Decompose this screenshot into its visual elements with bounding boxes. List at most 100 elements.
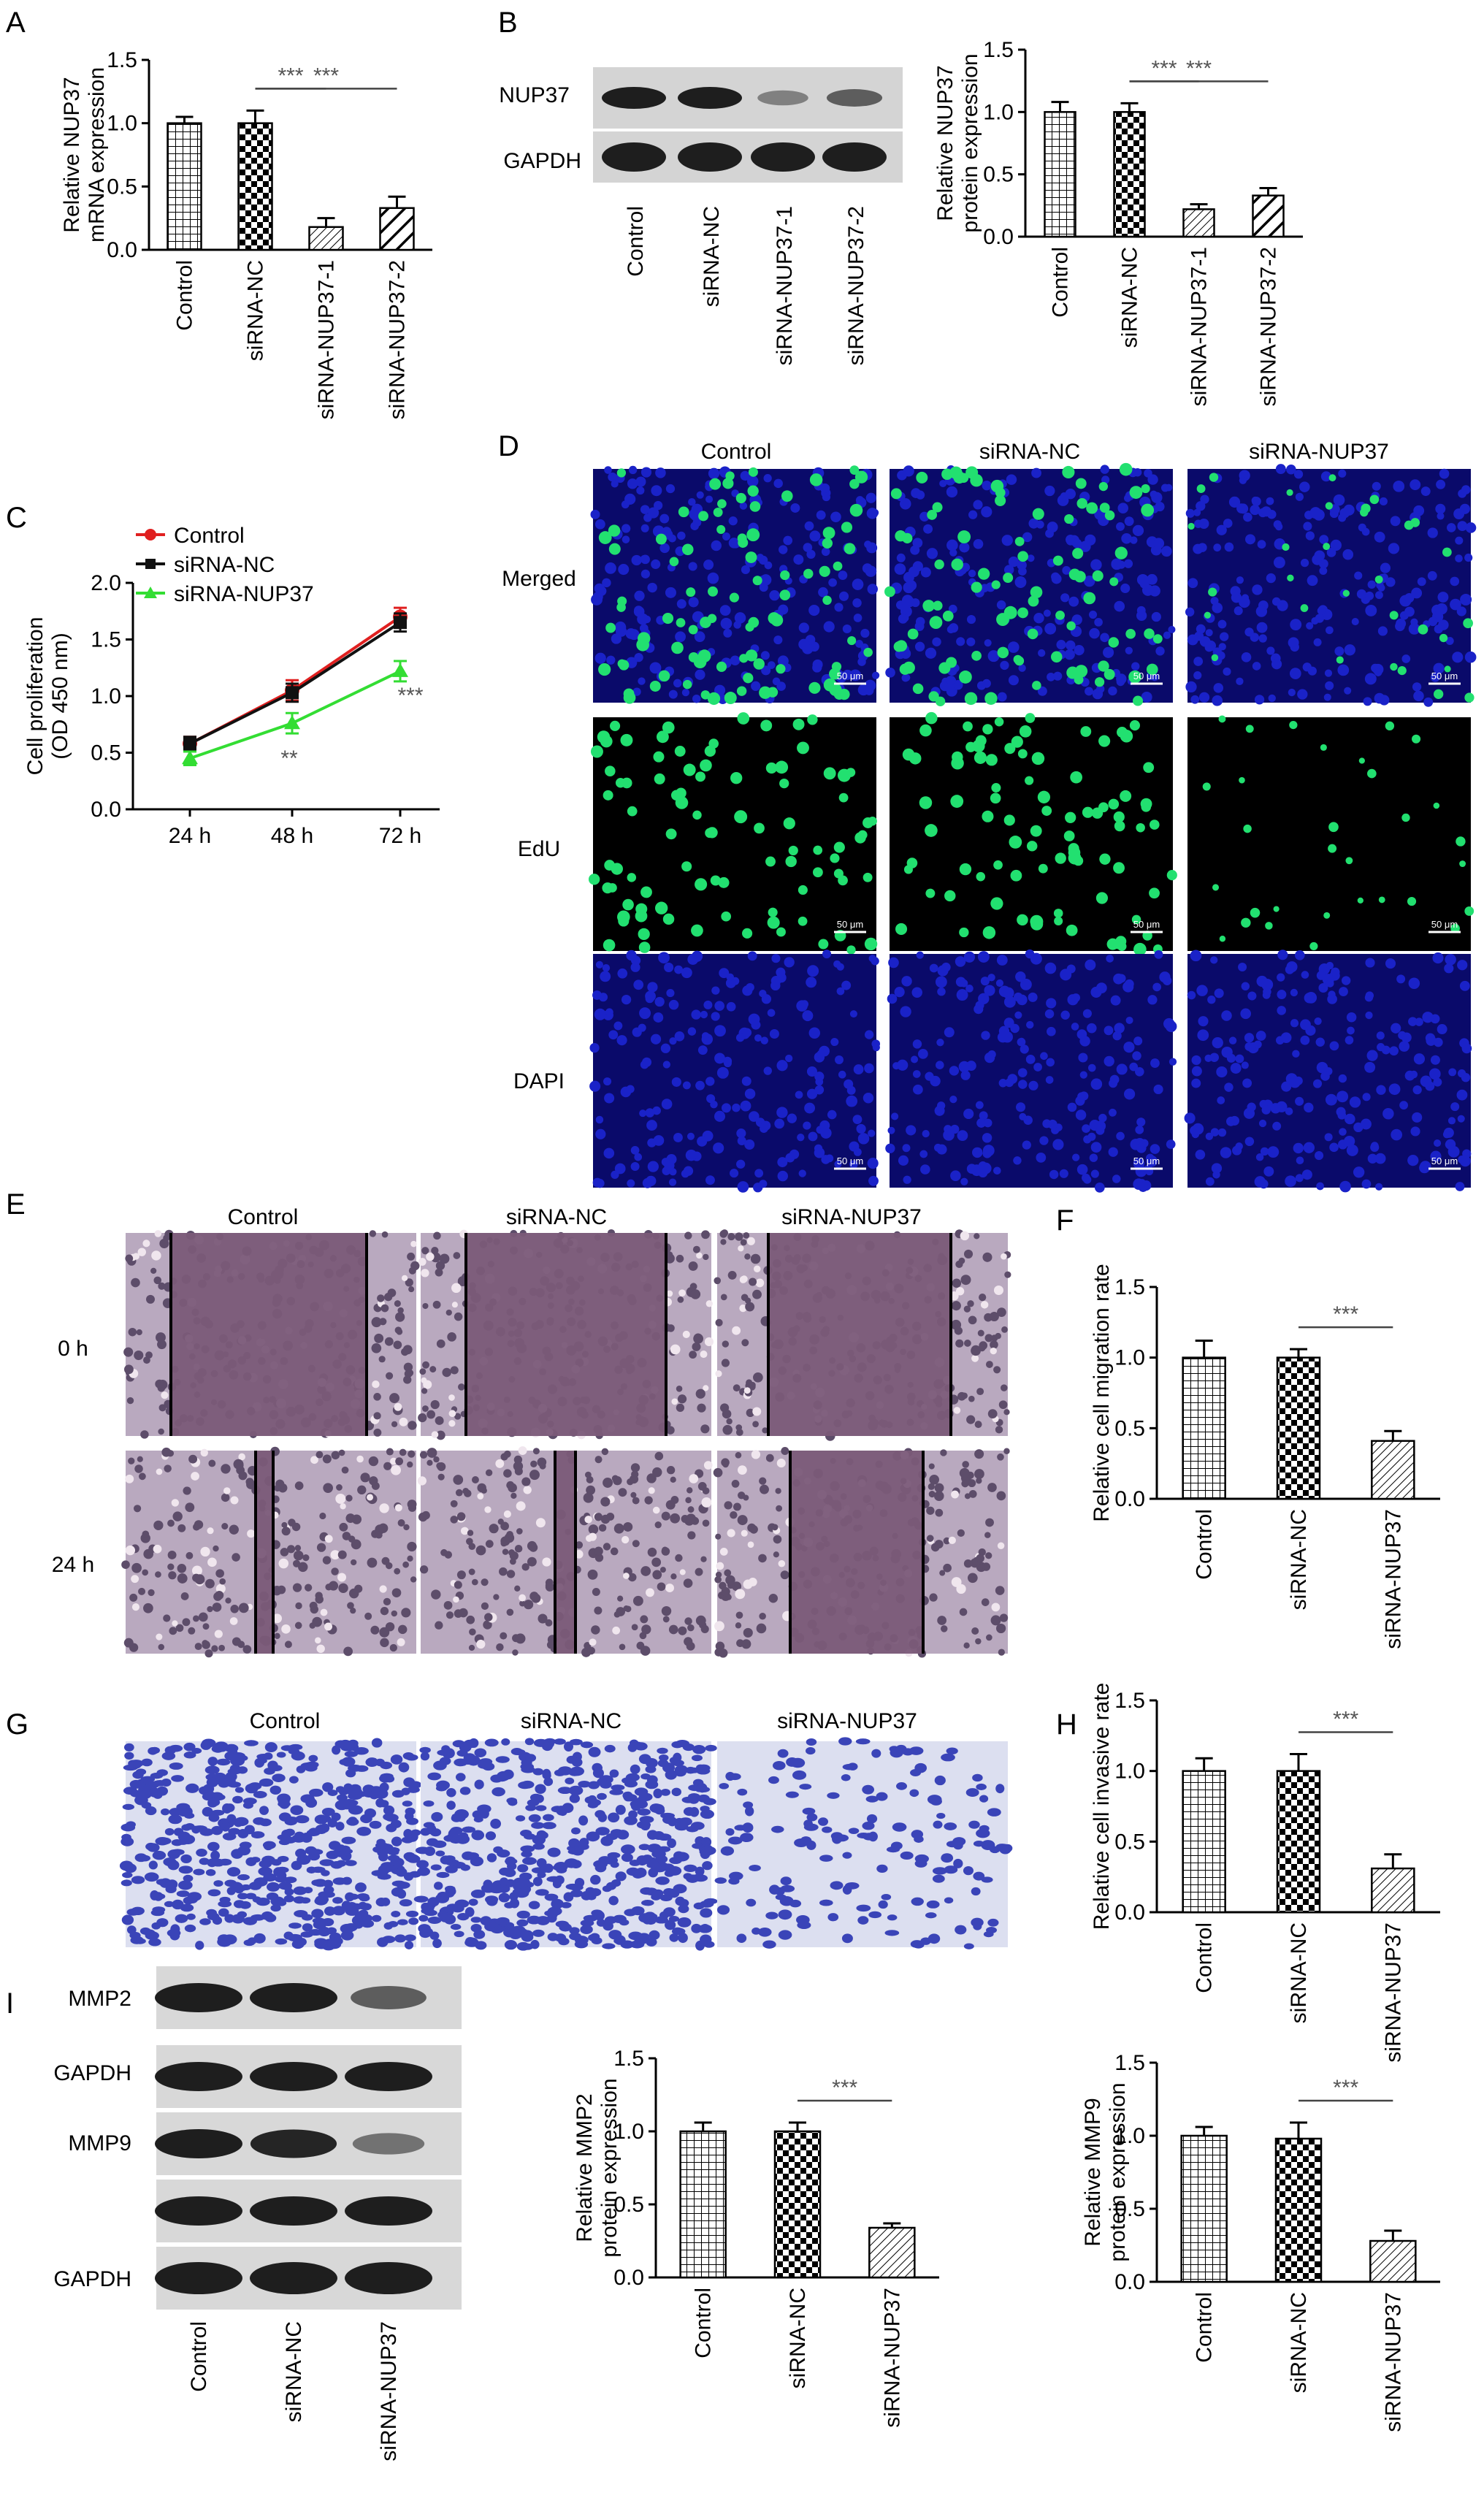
cell — [403, 1362, 413, 1372]
cell — [194, 1643, 202, 1651]
cell — [1003, 1409, 1010, 1416]
edu-positive-cell — [618, 915, 630, 927]
nucleus — [793, 554, 804, 565]
nucleus — [1104, 1055, 1114, 1067]
cell — [716, 1562, 724, 1570]
nucleus — [960, 1070, 971, 1080]
nucleus — [603, 1077, 612, 1086]
nucleus — [1288, 637, 1299, 649]
stained-cell — [356, 1827, 372, 1836]
edu-positive-cell — [683, 763, 696, 776]
nucleus — [1117, 974, 1126, 983]
cell — [466, 1615, 475, 1624]
nucleus — [1434, 624, 1443, 634]
cell — [292, 1583, 302, 1592]
edu-positive-cell — [1025, 713, 1036, 723]
cell — [603, 1543, 611, 1551]
nucleus — [1083, 576, 1095, 587]
edu-positive-cell — [656, 730, 669, 744]
stained-cell — [663, 1907, 676, 1917]
stained-cell — [835, 1834, 849, 1842]
stained-cell — [371, 1914, 382, 1922]
cell — [700, 1351, 708, 1359]
nucleus — [966, 615, 976, 624]
edu-positive-cell — [1120, 790, 1132, 802]
edu-positive-cell — [1030, 586, 1043, 599]
stained-cell — [628, 1810, 638, 1819]
stained-cell — [395, 1868, 408, 1877]
nucleus — [1290, 619, 1302, 631]
cell — [188, 1627, 196, 1635]
cell — [545, 1582, 551, 1589]
cell — [208, 1459, 216, 1467]
nucleus — [968, 510, 978, 519]
stained-cell — [344, 1757, 354, 1766]
nucleus — [868, 1129, 876, 1137]
edu-positive-cell — [1032, 508, 1044, 520]
stained-cell — [972, 1773, 983, 1782]
edu-positive-cell — [605, 765, 616, 776]
edu-positive-cell — [991, 580, 1001, 589]
cell — [652, 1506, 660, 1514]
edu-positive-cell — [803, 568, 814, 579]
cell — [509, 1558, 516, 1565]
stained-cell — [865, 1795, 879, 1803]
y-tick-label: 1.5 — [1114, 1689, 1145, 1713]
edu-positive-cell — [933, 600, 943, 611]
nucleus — [975, 1101, 984, 1109]
stained-cell — [195, 1941, 204, 1950]
cell — [125, 1545, 136, 1556]
nucleus — [1412, 1112, 1423, 1123]
cell — [758, 1554, 767, 1563]
stained-cell — [302, 1914, 313, 1921]
nucleus — [665, 484, 676, 494]
nucleus — [1020, 978, 1032, 990]
nucleus — [1018, 567, 1027, 576]
cell — [981, 1598, 990, 1606]
cell — [484, 1506, 492, 1513]
cell — [427, 1448, 437, 1458]
cell — [183, 1486, 191, 1495]
edu-positive-cell — [688, 624, 698, 635]
y-axis-label: Relative MMP2protein expression — [573, 2078, 621, 2257]
stained-cell — [301, 1832, 313, 1843]
nucleus — [1190, 695, 1200, 704]
edu-positive-cell — [1019, 725, 1032, 738]
stained-cell — [669, 1857, 682, 1864]
edu-positive-cell — [729, 592, 739, 603]
nucleus — [911, 598, 920, 608]
edu-positive-cell — [1070, 771, 1083, 784]
bar — [1113, 111, 1146, 238]
stained-cell — [609, 1789, 624, 1795]
stained-cell — [123, 1743, 134, 1752]
nucleus — [916, 951, 924, 959]
x-tick-label: 72 h — [379, 824, 421, 848]
nucleus — [1218, 643, 1226, 651]
x-tick-label: Control — [1193, 2292, 1217, 2363]
nucleus — [849, 1160, 858, 1169]
edu-positive-cell — [780, 570, 790, 581]
cell — [229, 1524, 239, 1535]
edu-positive-cell — [868, 817, 877, 826]
nucleus — [1301, 971, 1309, 979]
cell — [331, 1451, 340, 1460]
cell — [545, 1619, 553, 1627]
stained-cell — [547, 1906, 562, 1916]
nucleus — [714, 1025, 726, 1037]
nucleus — [778, 604, 789, 615]
nucleus — [1071, 1023, 1079, 1031]
cell — [610, 1547, 619, 1556]
stained-cell — [239, 1841, 252, 1849]
nucleus — [776, 1107, 788, 1118]
stained-cell — [910, 1940, 924, 1948]
stained-cell — [703, 1898, 718, 1905]
edu-positive-cell — [616, 468, 627, 478]
nucleus — [1191, 1066, 1202, 1077]
stained-cell — [405, 1910, 419, 1917]
stained-cell — [264, 1742, 278, 1753]
cell — [436, 1339, 445, 1348]
nucleus — [956, 989, 968, 1001]
cell — [315, 1637, 321, 1644]
nucleus — [652, 1106, 661, 1115]
